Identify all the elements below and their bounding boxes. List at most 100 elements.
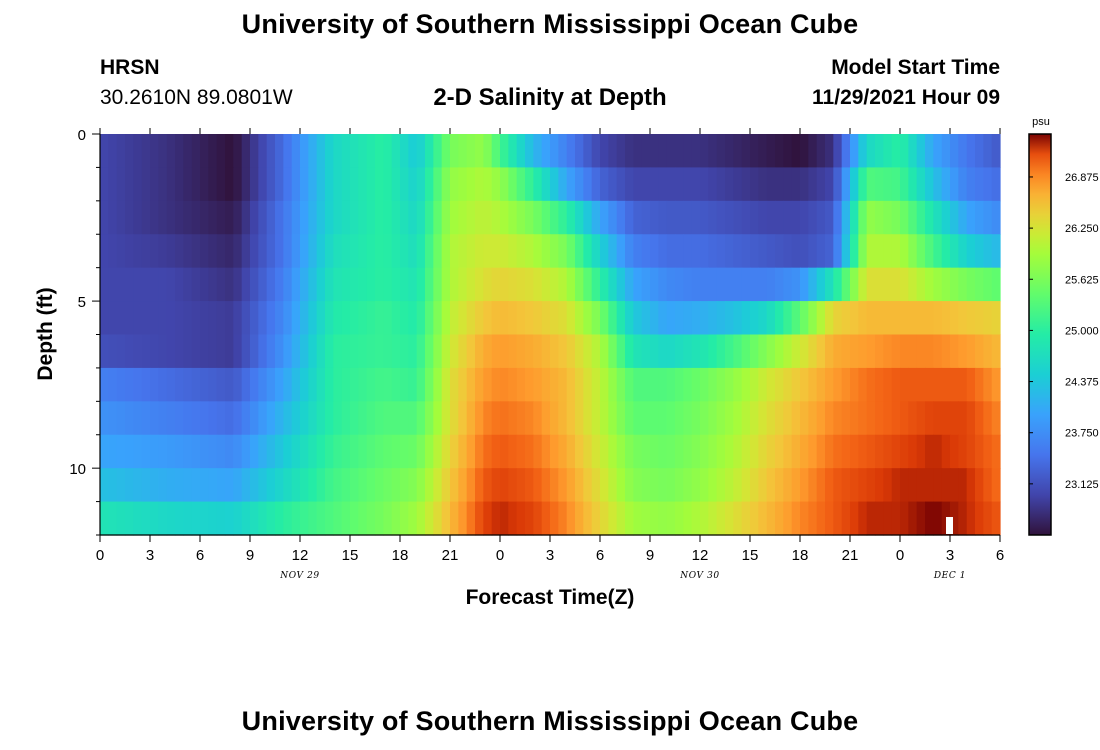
heatmap-cell bbox=[475, 134, 484, 169]
heatmap-cell bbox=[958, 468, 968, 503]
heatmap-cell bbox=[641, 167, 651, 202]
heatmap-cell bbox=[475, 501, 484, 536]
heatmap-cell bbox=[350, 200, 359, 235]
heatmap-cell bbox=[341, 468, 351, 503]
heatmap-cell bbox=[825, 167, 834, 202]
heatmap-cell bbox=[941, 301, 951, 336]
heatmap-cell bbox=[875, 501, 884, 536]
heatmap-cell bbox=[291, 334, 301, 369]
heatmap-cell bbox=[166, 301, 176, 336]
heatmap-cell bbox=[958, 401, 968, 436]
heatmap-cell bbox=[491, 401, 501, 436]
heatmap-cell bbox=[125, 301, 134, 336]
heatmap-cell bbox=[725, 200, 734, 235]
heatmap-cell bbox=[608, 234, 618, 269]
heatmap-cell bbox=[433, 267, 443, 302]
heatmap-cell bbox=[700, 367, 709, 402]
heatmap-cell bbox=[941, 401, 951, 436]
heatmap-cell bbox=[375, 367, 384, 402]
heatmap-cell bbox=[650, 134, 659, 169]
heatmap-cell bbox=[300, 301, 309, 336]
heatmap-cell bbox=[416, 367, 426, 402]
heatmap-cell bbox=[133, 134, 143, 169]
heatmap-cell bbox=[133, 301, 143, 336]
heatmap-cell bbox=[516, 134, 526, 169]
heatmap-cell bbox=[908, 267, 918, 302]
heatmap-cell bbox=[608, 501, 618, 536]
heatmap-cell bbox=[800, 301, 809, 336]
heatmap-cell bbox=[891, 468, 901, 503]
heatmap-cell bbox=[175, 334, 184, 369]
heatmap-cell bbox=[558, 267, 568, 302]
heatmap-cell bbox=[300, 501, 309, 536]
heatmap-cell bbox=[333, 267, 343, 302]
heatmap-cell bbox=[150, 434, 159, 469]
heatmap-cell bbox=[141, 200, 151, 235]
heatmap-cell bbox=[858, 301, 868, 336]
heatmap-cell bbox=[558, 468, 568, 503]
heatmap-cell bbox=[408, 234, 418, 269]
heatmap-cell bbox=[416, 401, 426, 436]
heatmap-cell bbox=[891, 234, 901, 269]
heatmap-cell bbox=[283, 434, 293, 469]
heatmap-cell bbox=[933, 167, 943, 202]
heatmap-cell bbox=[566, 267, 576, 302]
heatmap-cell bbox=[841, 468, 851, 503]
heatmap-cell bbox=[183, 301, 193, 336]
heatmap-cell bbox=[858, 267, 868, 302]
heatmap-cell bbox=[233, 501, 243, 536]
heatmap-cell bbox=[566, 134, 576, 169]
heatmap-cell bbox=[791, 501, 801, 536]
heatmap-cell bbox=[708, 134, 718, 169]
heatmap-cell bbox=[716, 367, 726, 402]
heatmap-cell bbox=[925, 167, 934, 202]
heatmap-cell bbox=[791, 234, 801, 269]
heatmap-cell bbox=[950, 334, 959, 369]
colorbar: psu 23.125 23.750 24.375 25.000 25.625 26.250… bbox=[1028, 116, 1099, 536]
heatmap-cell bbox=[275, 234, 284, 269]
heatmap-cell bbox=[858, 334, 868, 369]
heatmap-cell bbox=[783, 468, 793, 503]
heatmap-cell bbox=[950, 468, 959, 503]
heatmap-cell bbox=[791, 468, 801, 503]
heatmap-cell bbox=[316, 234, 326, 269]
colorbar-unit: psu bbox=[1032, 116, 1050, 128]
heatmap-cell bbox=[458, 267, 468, 302]
heatmap-cell bbox=[816, 301, 826, 336]
heatmap-cell bbox=[316, 367, 326, 402]
heatmap-cell bbox=[700, 167, 709, 202]
heatmap-cell bbox=[508, 167, 518, 202]
heatmap-cell bbox=[833, 200, 843, 235]
heatmap-cell bbox=[816, 200, 826, 235]
x-tick-label: 21 bbox=[442, 547, 459, 564]
heatmap-cell bbox=[175, 401, 184, 436]
date-label: NOV 29 bbox=[279, 571, 320, 581]
heatmap-cell bbox=[475, 234, 484, 269]
heatmap-cell bbox=[825, 468, 834, 503]
plot-title: 2-D Salinity at Depth bbox=[433, 84, 667, 111]
heatmap-cell bbox=[266, 167, 276, 202]
heatmap-cell bbox=[883, 200, 893, 235]
heatmap-cell bbox=[716, 200, 726, 235]
heatmap-cell bbox=[400, 401, 409, 436]
heatmap-cell bbox=[650, 301, 659, 336]
heatmap-cell bbox=[225, 167, 234, 202]
heatmap-cell bbox=[800, 401, 809, 436]
heatmap-cell bbox=[691, 200, 701, 235]
heatmap-cell bbox=[725, 401, 734, 436]
heatmap-cell bbox=[133, 501, 143, 536]
heatmap-cell bbox=[125, 200, 134, 235]
heatmap-cell bbox=[958, 167, 968, 202]
heatmap-cell bbox=[441, 301, 451, 336]
heatmap-cell bbox=[900, 434, 909, 469]
heatmap-cell bbox=[283, 334, 293, 369]
heatmap-cell bbox=[566, 401, 576, 436]
heatmap-cell bbox=[158, 334, 168, 369]
heatmap-cell bbox=[308, 434, 318, 469]
heatmap-cell bbox=[866, 367, 876, 402]
heatmap-cell bbox=[375, 301, 384, 336]
heatmap-cell bbox=[883, 301, 893, 336]
heatmap-cell bbox=[600, 334, 609, 369]
y-tick-label: 5 bbox=[78, 294, 86, 311]
